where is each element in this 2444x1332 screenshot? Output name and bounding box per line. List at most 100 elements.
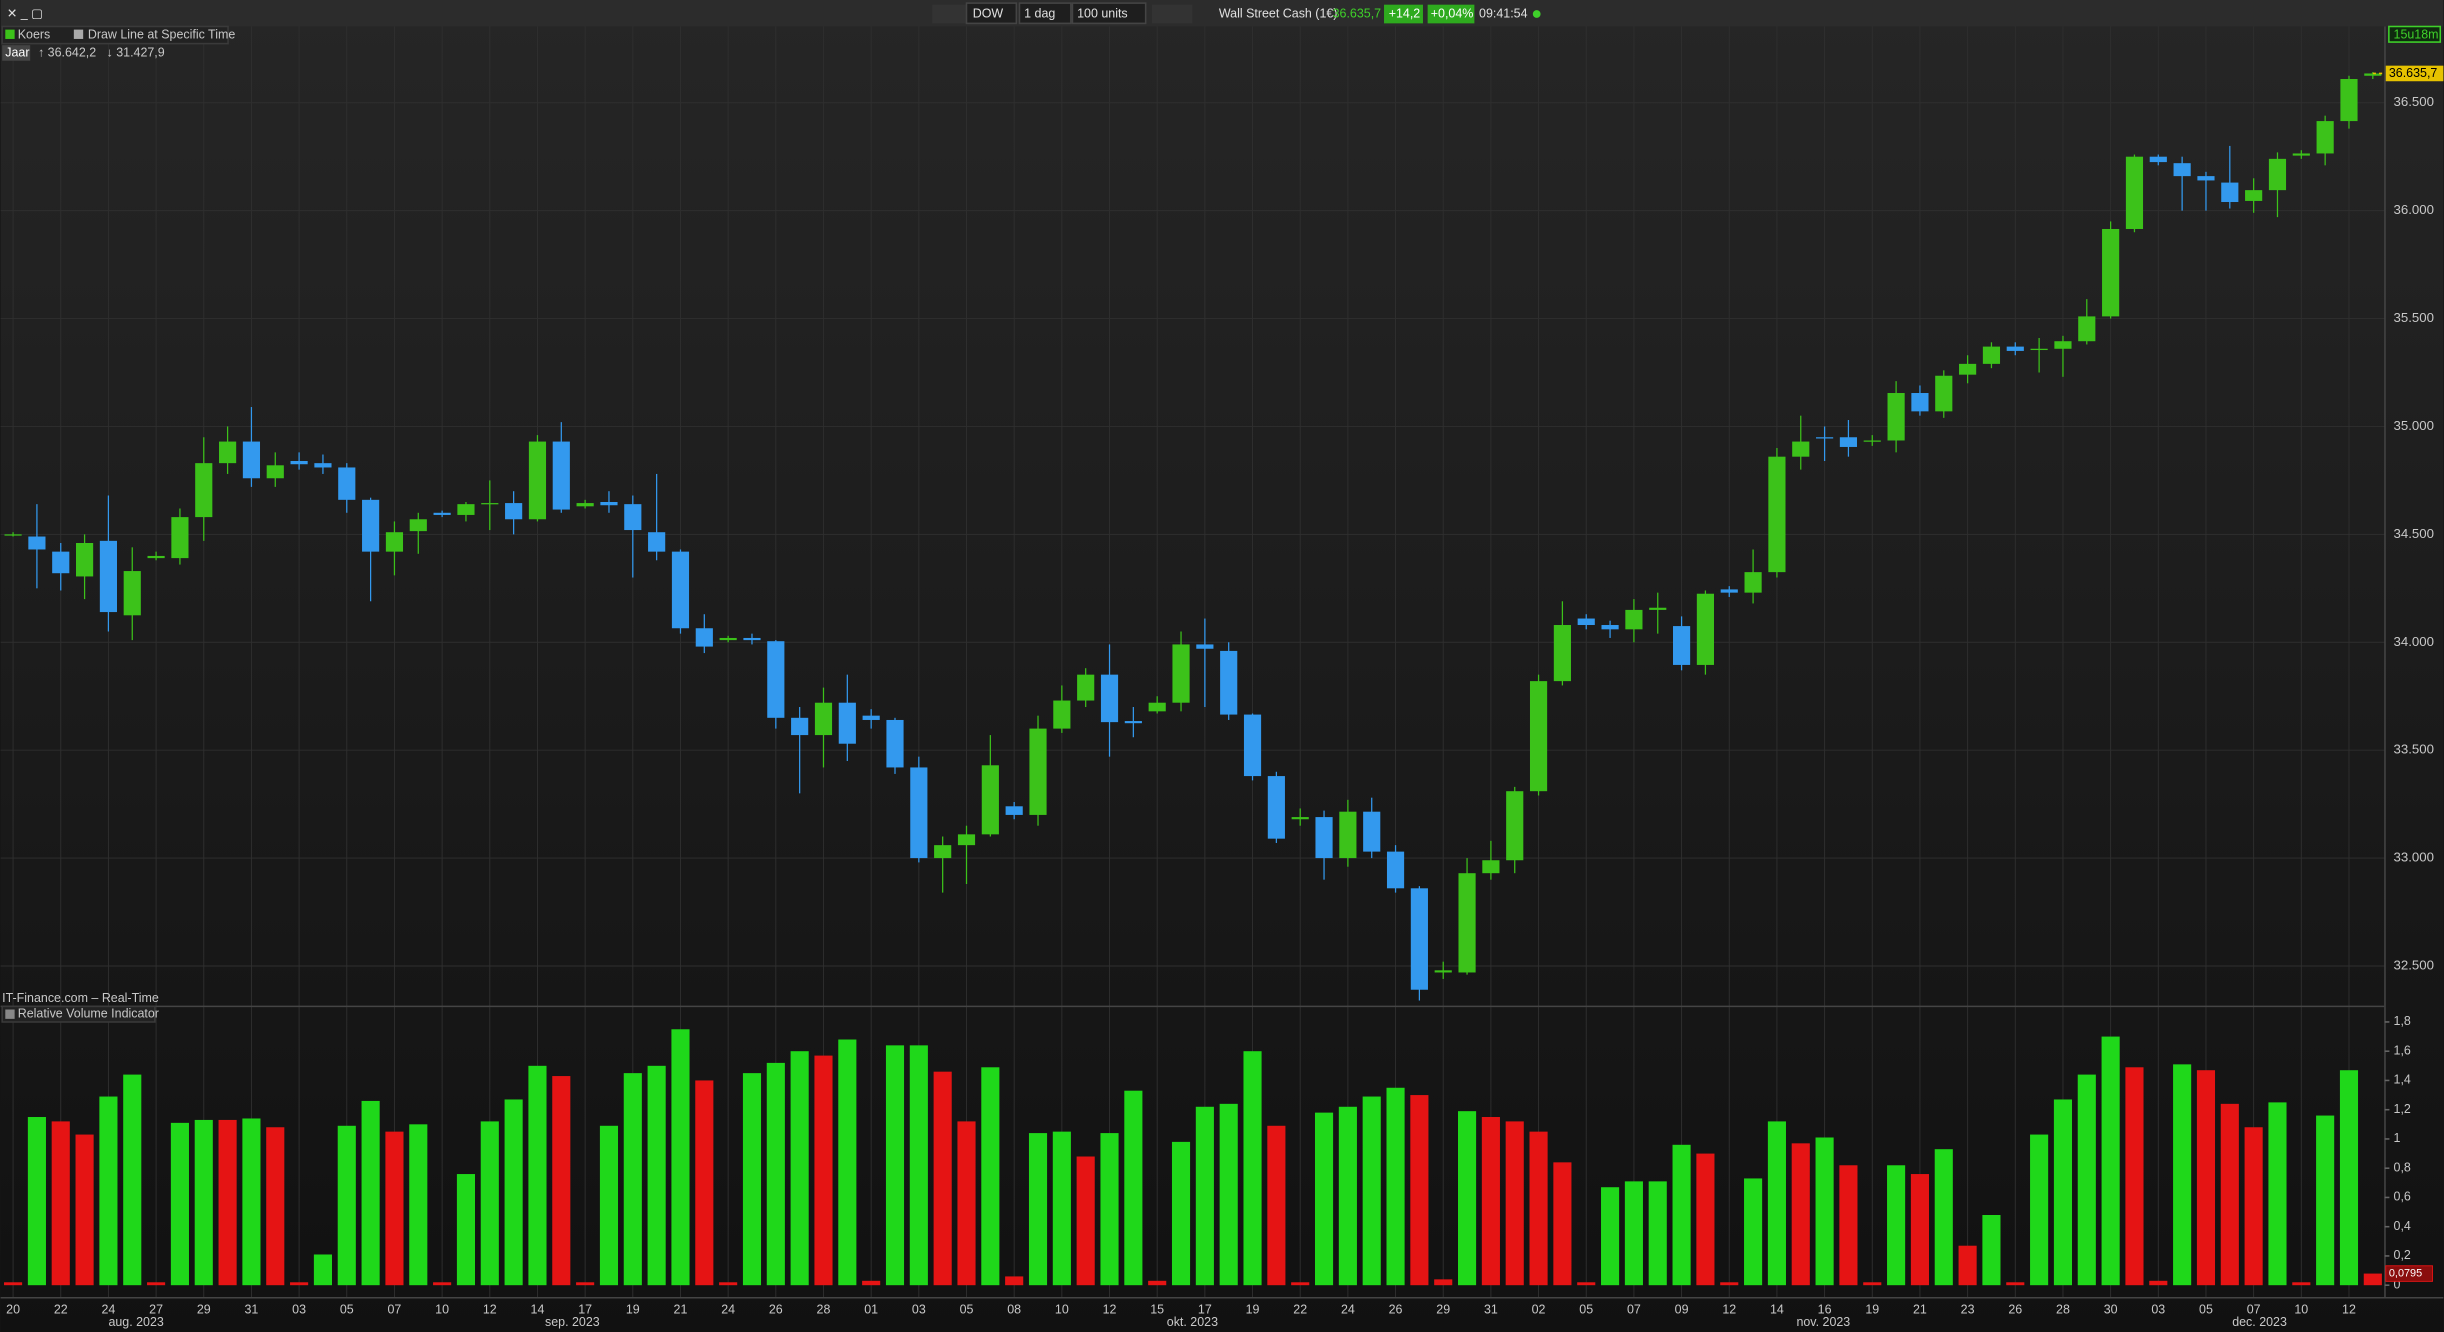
candle-body xyxy=(2102,228,2120,317)
volume-bar xyxy=(885,1045,905,1286)
y-tick-label: 35.000 xyxy=(2394,418,2434,433)
volume-bar xyxy=(1720,1282,1739,1286)
indicator-title[interactable]: Relative Volume Indicator xyxy=(18,1006,159,1020)
candle-body xyxy=(838,702,856,744)
volume-bar xyxy=(290,1282,309,1286)
volume-bar xyxy=(1744,1178,1763,1286)
candle-body xyxy=(242,441,261,479)
volume-bar xyxy=(2030,1134,2049,1286)
candle-body xyxy=(1911,393,1929,412)
candle-body xyxy=(1768,456,1786,573)
candle-body xyxy=(2221,182,2239,203)
y-tick-label: 32.500 xyxy=(2394,957,2434,972)
x-tick-label: 27 xyxy=(149,1302,163,1316)
symbol-select[interactable] xyxy=(965,2,1018,25)
volume-bar xyxy=(1362,1096,1381,1286)
volume-bar xyxy=(99,1096,118,1286)
volume-bar xyxy=(1910,1174,1929,1286)
y-tick-label: 33.500 xyxy=(2394,742,2434,757)
candle-body xyxy=(2364,73,2382,76)
volume-bar xyxy=(480,1121,499,1286)
volume-bar xyxy=(2101,1036,2120,1286)
window-controls[interactable]: ✕ _ ▢ xyxy=(7,6,43,20)
size-select[interactable] xyxy=(1071,2,1147,25)
volume-bar xyxy=(2149,1280,2168,1286)
candle-body xyxy=(2340,79,2358,122)
candle-body xyxy=(886,719,904,768)
volume-bar xyxy=(623,1073,642,1286)
instrument: Wall Street Cash (1€) xyxy=(1219,6,1338,20)
candle-body xyxy=(910,767,928,859)
candle-body xyxy=(2292,153,2310,156)
candle-body xyxy=(695,628,713,647)
candle-body xyxy=(2149,156,2167,163)
volume-bar xyxy=(1005,1276,1024,1286)
candle-body xyxy=(1339,811,1357,859)
drawing-name[interactable]: Draw Line at Specific Time xyxy=(88,27,235,41)
candle-body xyxy=(814,702,833,736)
candle-body xyxy=(719,637,737,641)
x-tick-label: 12 xyxy=(483,1302,497,1316)
y-tick-label: 1 xyxy=(2394,1131,2401,1145)
candle-body xyxy=(671,551,690,629)
candle-body xyxy=(1053,700,1071,729)
volume-bar xyxy=(2173,1064,2192,1286)
last-price-label: 36.635,7 xyxy=(2389,66,2438,80)
candle-body xyxy=(648,532,666,552)
candle-body xyxy=(1720,589,1738,593)
candle-body xyxy=(1601,625,1619,630)
volume-bar xyxy=(51,1121,70,1286)
x-tick-label: 01 xyxy=(864,1302,878,1316)
candle-body xyxy=(1935,375,1953,412)
x-tick-label: 31 xyxy=(1484,1302,1498,1316)
x-tick-label: 10 xyxy=(435,1302,449,1316)
indicator-legend-box xyxy=(1,1005,156,1023)
candle-body xyxy=(2268,158,2287,191)
volume-bar xyxy=(1505,1121,1524,1286)
x-tick-label: 17 xyxy=(578,1302,592,1316)
indicator-icon[interactable] xyxy=(1151,4,1193,24)
x-tick-label: 19 xyxy=(626,1302,640,1316)
y-tick-label: 1,2 xyxy=(2394,1102,2411,1116)
volume-bar xyxy=(552,1076,571,1286)
candle-body xyxy=(1005,806,1023,815)
candle-body xyxy=(76,543,94,577)
volume-bar xyxy=(1863,1282,1882,1286)
y-tick-label: 36.000 xyxy=(2394,202,2434,217)
y-tick-label: 36.500 xyxy=(2394,94,2434,109)
candle-body xyxy=(1649,607,1667,610)
volume-bar xyxy=(1815,1137,1834,1286)
x-tick-label: 08 xyxy=(1007,1302,1021,1316)
series-name[interactable]: Koers xyxy=(18,27,51,41)
volume-bar xyxy=(1434,1279,1453,1286)
candle-body xyxy=(743,637,761,641)
candle-body xyxy=(957,834,976,846)
volume-bar xyxy=(719,1282,738,1286)
candle-body xyxy=(362,499,380,552)
size: 100 units xyxy=(1077,6,1128,20)
candle-body xyxy=(1100,674,1119,723)
interval: 1 dag xyxy=(1024,6,1055,20)
x-tick-label: 26 xyxy=(2008,1302,2022,1316)
period[interactable]: Jaar xyxy=(5,45,29,59)
candle-body xyxy=(314,463,332,468)
volume-bar xyxy=(2053,1099,2073,1286)
volume-bar xyxy=(2125,1067,2144,1286)
chart-type-icon[interactable] xyxy=(932,4,967,24)
candle-body xyxy=(481,503,499,505)
volume-bar xyxy=(2268,1102,2287,1286)
volume-bar xyxy=(576,1282,595,1286)
interval-select[interactable] xyxy=(1018,2,1072,25)
x-tick-label: 05 xyxy=(340,1302,354,1316)
volume-bar xyxy=(1052,1131,1071,1286)
year-high: ↑ 36.642,2 xyxy=(38,45,96,59)
candle-body xyxy=(1077,674,1095,701)
candle-body xyxy=(433,512,451,515)
volume-bar xyxy=(790,1051,809,1286)
candle-body xyxy=(99,540,117,613)
month-label: dec. 2023 xyxy=(2232,1315,2287,1329)
x-tick-label: 07 xyxy=(1627,1302,1641,1316)
candle-body xyxy=(505,503,523,520)
volume-bar xyxy=(2292,1282,2311,1286)
